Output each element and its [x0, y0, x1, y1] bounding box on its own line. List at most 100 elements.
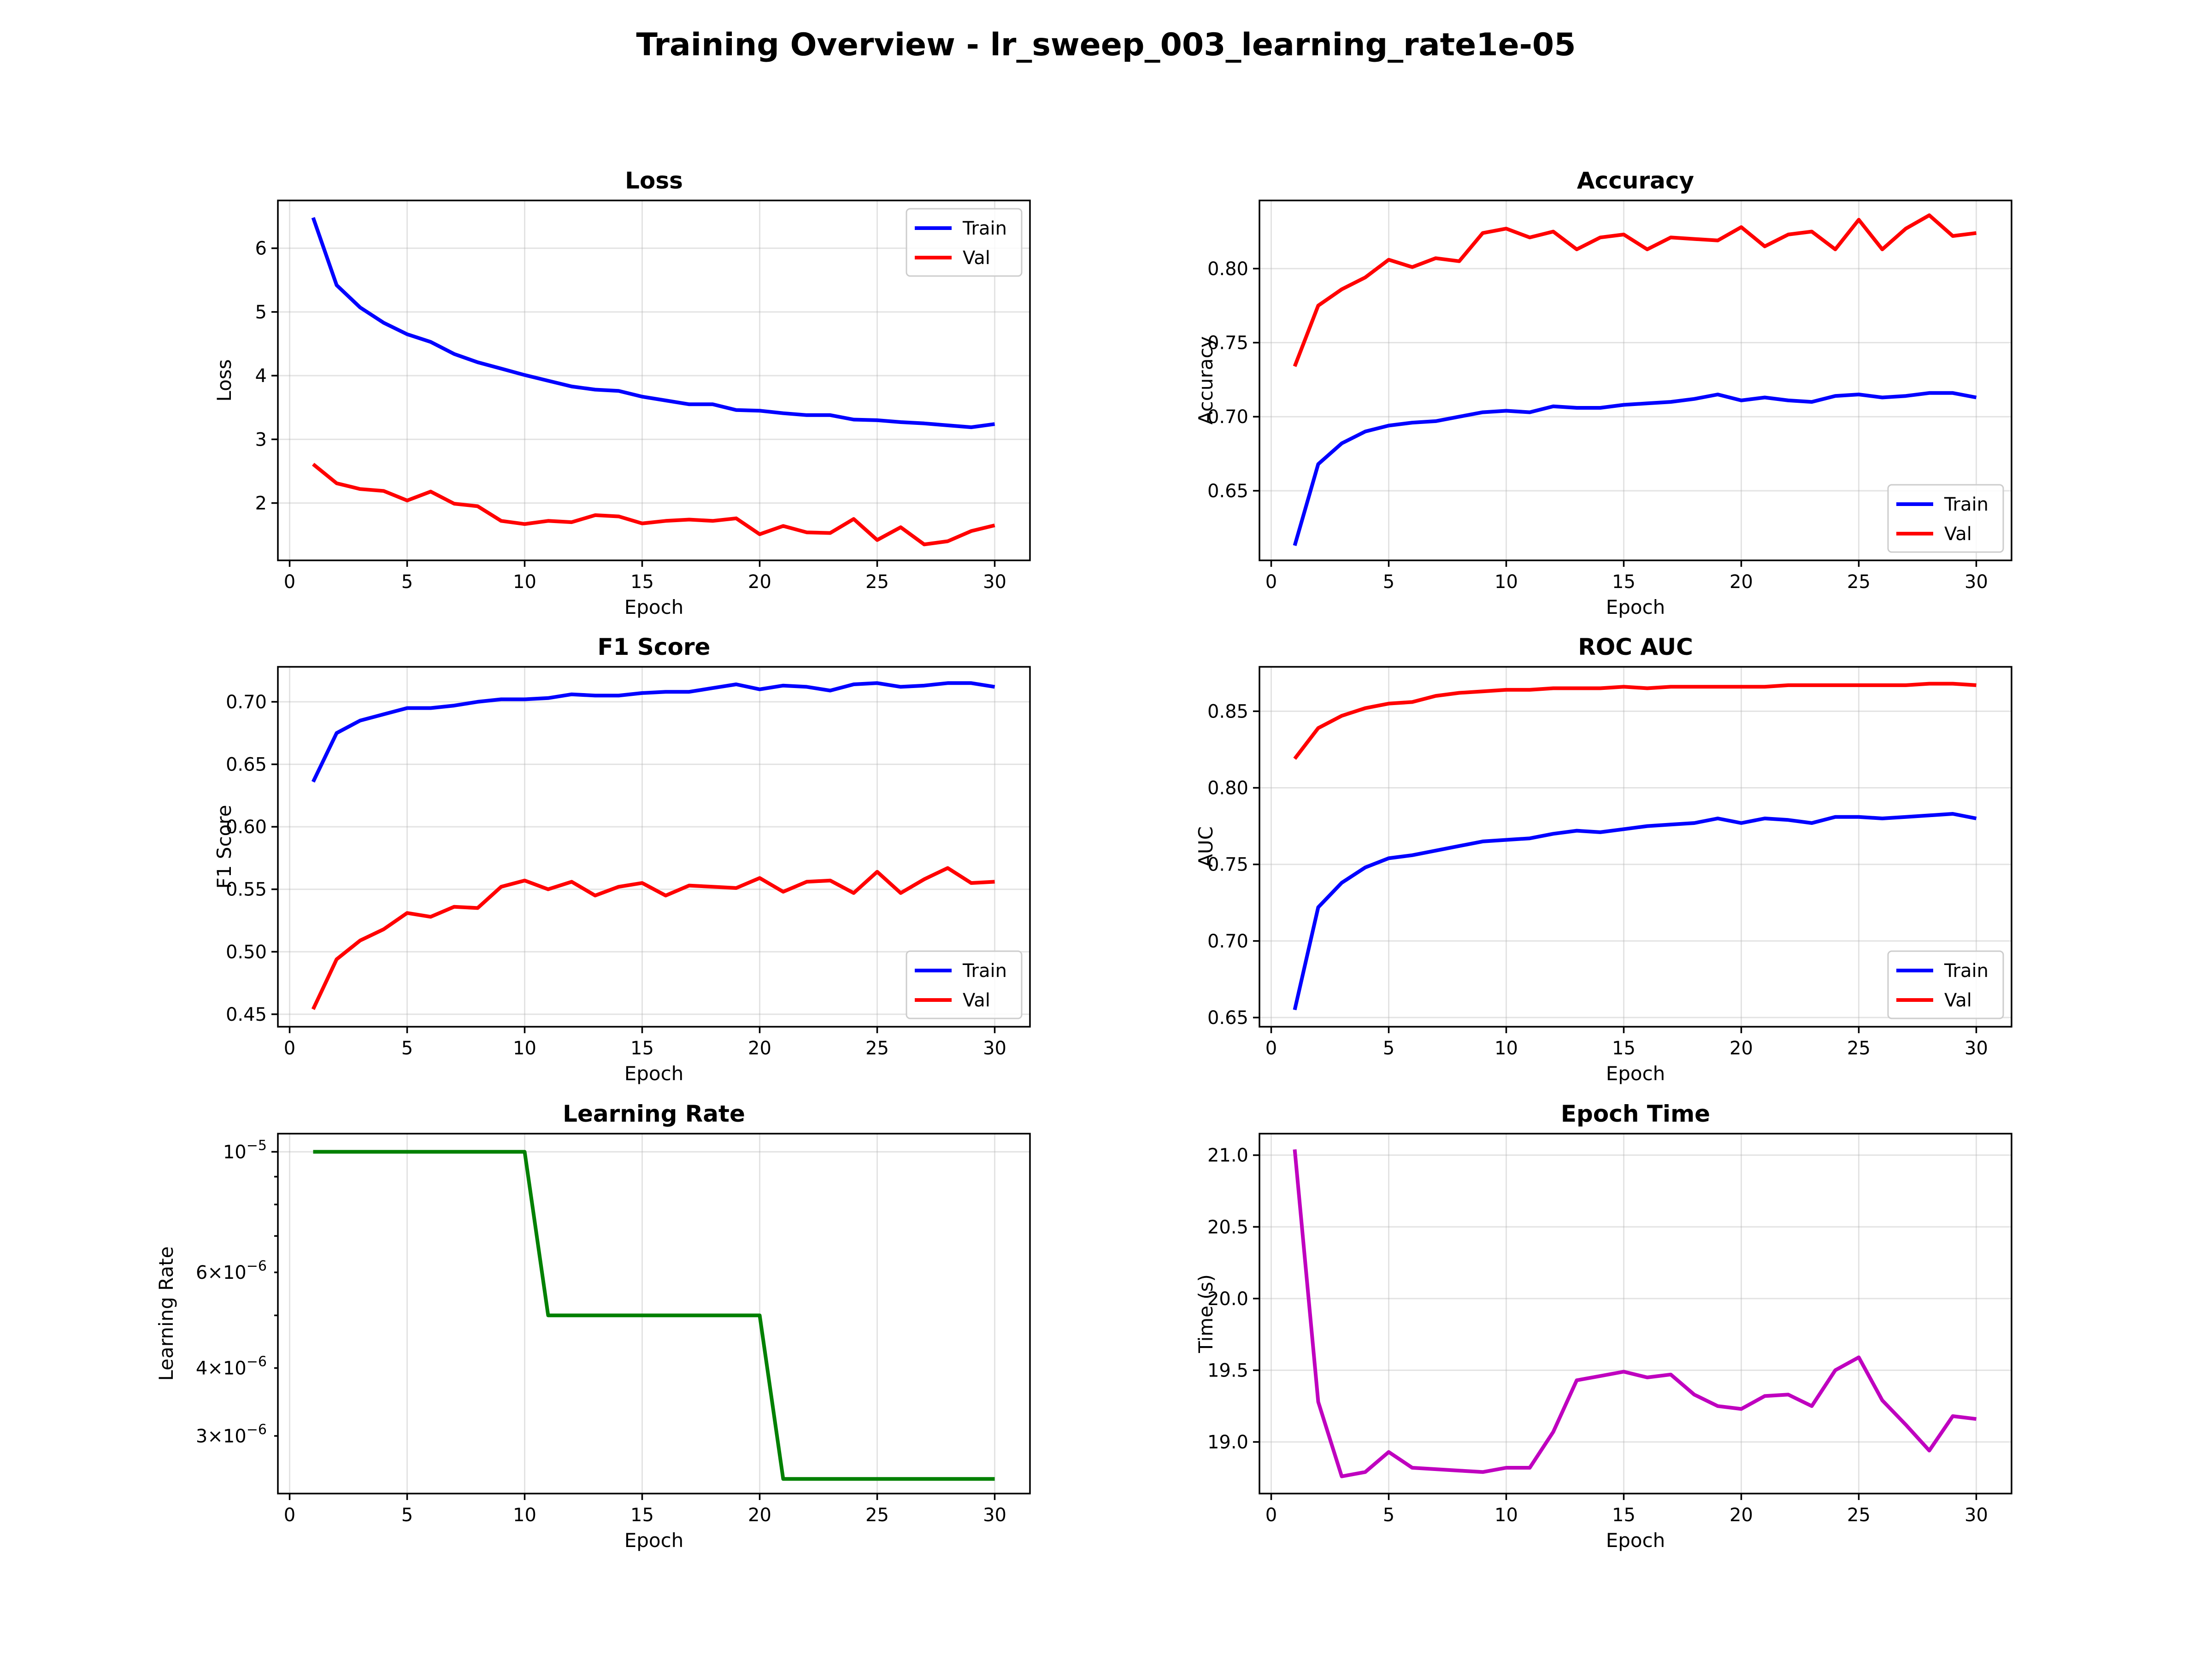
learning_rate-title: Learning Rate	[563, 1100, 745, 1127]
roc_auc-legend: Train Val	[1887, 950, 2004, 1019]
epoch_time-x-tick-label: 20	[1730, 1505, 1753, 1526]
loss-x-ticks: 0 5 10 15 20 25 30	[284, 560, 1006, 593]
accuracy-x-tick-label: 15	[1612, 571, 1635, 593]
loss-y-tick-label: 6	[255, 238, 267, 259]
roc_auc-y-tick-label: 0.70	[1207, 931, 1248, 952]
roc_auc-x-tick-label: 10	[1494, 1038, 1518, 1059]
epoch_time-series	[1293, 1149, 1977, 1478]
epoch_time-x-tick-label: 10	[1494, 1505, 1518, 1526]
f1-legend-label-train: Train	[962, 960, 1007, 982]
accuracy-y-tick-label: 0.80	[1207, 259, 1248, 280]
f1-y-tick-label: 0.70	[226, 692, 267, 713]
f1-y-tick-label: 0.45	[226, 1004, 267, 1025]
accuracy-x-tick-label: 30	[1965, 571, 1988, 593]
accuracy-series	[1293, 213, 1977, 547]
loss-y-tick-label: 3	[255, 429, 267, 450]
loss-x-tick-label: 0	[284, 571, 295, 593]
epoch_time-x-tick-label: 25	[1847, 1505, 1871, 1526]
epoch_time-y-ticks: 19.0 19.5 20.0 20.5 21.0	[1207, 1145, 1259, 1453]
epoch_time-axes-frame	[1259, 1133, 2012, 1494]
f1-y-axis-label: F1 Score	[213, 805, 235, 889]
learning_rate-x-ticks: 0 5 10 15 20 25 30	[284, 1494, 1006, 1526]
f1-y-ticks: 0.45 0.50 0.55 0.60 0.65 0.70	[226, 692, 278, 1025]
f1-x-ticks: 0 5 10 15 20 25 30	[284, 1027, 1006, 1059]
loss-axes-frame	[277, 200, 1031, 561]
roc_auc-x-tick-label: 30	[1965, 1038, 1988, 1059]
accuracy-x-tick-label: 0	[1265, 571, 1277, 593]
roc_auc-legend-label-train: Train	[1944, 960, 1988, 982]
roc_auc-x-tick-label: 0	[1265, 1038, 1277, 1059]
loss-title: Loss	[625, 167, 683, 194]
loss-y-tick-label: 5	[255, 302, 267, 323]
learning_rate-axes-frame	[277, 1133, 1031, 1494]
accuracy-y-axis-label: Accuracy	[1194, 336, 1217, 425]
roc_auc-series	[1293, 682, 1977, 1011]
epoch_time-grid	[1259, 1134, 2012, 1494]
learning_rate-x-axis-label: Epoch	[624, 1529, 684, 1552]
f1-series-train-line	[311, 681, 995, 783]
roc_auc-y-tick-label: 0.75	[1207, 854, 1248, 876]
f1-axes-frame	[277, 666, 1031, 1028]
accuracy-x-tick-label: 10	[1494, 571, 1518, 593]
accuracy-x-ticks: 0 5 10 15 20 25 30	[1265, 560, 1988, 593]
roc_auc-x-tick-label: 5	[1383, 1038, 1394, 1059]
f1-legend-label-val: Val	[963, 990, 990, 1011]
loss-x-tick-label: 20	[748, 571, 771, 593]
accuracy-legend: Train Val	[1887, 484, 2004, 553]
accuracy-axes-frame	[1259, 200, 2012, 561]
subplot-f1: 0 5 10 15 20 25 30 0.45 0.50 0.55 0.60 0.65 0.70 F1 S…	[213, 634, 1031, 1085]
learning_rate-x-tick-label: 0	[284, 1505, 295, 1526]
f1-y-tick-label: 0.60	[226, 817, 267, 838]
epoch_time-title: Epoch Time	[1561, 1100, 1710, 1127]
roc_auc-x-axis-label: Epoch	[1606, 1062, 1665, 1085]
learning_rate-x-tick-label: 25	[865, 1505, 889, 1526]
roc_auc-y-tick-label: 0.85	[1207, 701, 1248, 722]
epoch_time-y-tick-label: 19.5	[1207, 1360, 1248, 1381]
accuracy-x-tick-label: 25	[1847, 571, 1871, 593]
epoch_time-x-tick-label: 15	[1612, 1505, 1635, 1526]
subplot-roc_auc: 0 5 10 15 20 25 30 0.65 0.70 0.75 0.80 0.85 ROC AUC E…	[1194, 634, 2012, 1085]
learning_rate-y-ticks: 10−5 3×10−6 4×10−6 6×10−6	[196, 1137, 278, 1447]
epoch_time-x-axis-label: Epoch	[1606, 1529, 1665, 1552]
subplot-loss: 0 5 10 15 20 25 30 2 3 4 5 6 Loss Epoch Loss Train Val	[213, 167, 1031, 618]
loss-y-axis-label: Loss	[213, 359, 235, 401]
roc_auc-y-tick-label: 0.65	[1207, 1007, 1248, 1029]
roc_auc-title: ROC AUC	[1578, 634, 1693, 660]
accuracy-y-tick-label: 0.70	[1207, 406, 1248, 428]
epoch_time-series-line-line	[1293, 1149, 1977, 1478]
accuracy-title: Accuracy	[1577, 167, 1694, 194]
learning_rate-y-minor-tick-label: 4×10−6	[196, 1354, 267, 1379]
f1-x-tick-label: 15	[630, 1038, 654, 1059]
f1-x-tick-label: 10	[513, 1038, 536, 1059]
learning_rate-y-tick-label: 10−5	[223, 1137, 267, 1163]
epoch_time-x-ticks: 0 5 10 15 20 25 30	[1265, 1494, 1988, 1526]
f1-y-tick-label: 0.55	[226, 879, 267, 900]
loss-grid	[278, 200, 1030, 560]
loss-legend-label-val: Val	[963, 247, 990, 269]
accuracy-x-tick-label: 20	[1730, 571, 1753, 593]
accuracy-legend-label-val: Val	[1944, 524, 1972, 545]
f1-series	[311, 681, 995, 1010]
loss-series-val-line	[312, 463, 995, 547]
learning_rate-series	[313, 1150, 995, 1481]
epoch_time-x-tick-label: 30	[1965, 1505, 1988, 1526]
learning_rate-x-tick-label: 30	[983, 1505, 1006, 1526]
f1-y-tick-label: 0.50	[226, 941, 267, 963]
figure-title: Training Overview - lr_sweep_003_learnin…	[636, 27, 1576, 63]
loss-legend: Train Val	[906, 208, 1023, 277]
roc_auc-x-ticks: 0 5 10 15 20 25 30	[1265, 1027, 1988, 1059]
loss-y-tick-label: 4	[255, 365, 267, 387]
learning_rate-x-tick-label: 10	[513, 1505, 536, 1526]
roc_auc-x-tick-label: 25	[1847, 1038, 1871, 1059]
accuracy-legend-label-train: Train	[1944, 494, 1988, 515]
learning_rate-x-tick-label: 15	[630, 1505, 654, 1526]
accuracy-series-val-line	[1293, 213, 1977, 367]
accuracy-y-ticks: 0.65 0.70 0.75 0.80	[1207, 259, 1259, 502]
learning_rate-y-axis-label: Learning Rate	[155, 1247, 177, 1381]
epoch_time-y-tick-label: 20.0	[1207, 1288, 1248, 1310]
accuracy-y-tick-label: 0.65	[1207, 481, 1248, 502]
f1-y-tick-label: 0.65	[226, 754, 267, 776]
loss-x-axis-label: Epoch	[624, 596, 684, 618]
roc_auc-series-val-line	[1293, 682, 1977, 760]
